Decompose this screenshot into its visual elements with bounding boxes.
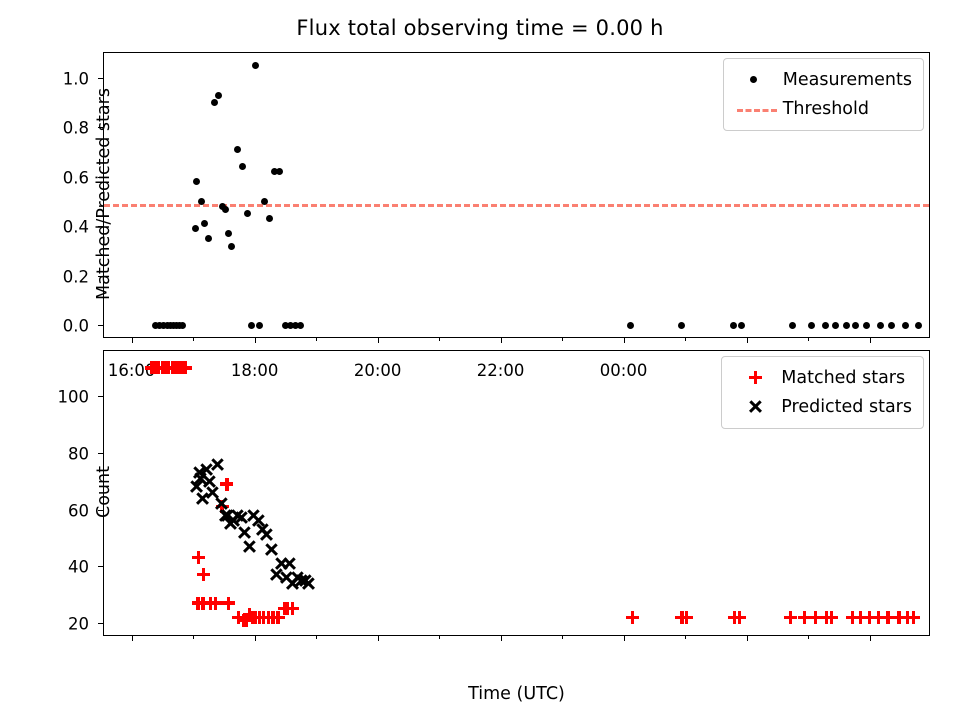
xtick-minor-mark <box>193 635 194 639</box>
xtick-mark <box>378 337 379 343</box>
data-point <box>297 322 304 329</box>
top-panel-legend[interactable]: Measurements Threshold <box>723 58 924 131</box>
top-panel-axes: Matched/Predicted stars 0.00.20.40.60.81… <box>103 52 930 338</box>
xtick-mark <box>870 337 871 343</box>
data-point <box>193 178 200 185</box>
data-point <box>730 322 737 329</box>
data-point <box>832 322 839 329</box>
data-point <box>215 92 222 99</box>
xtick-minor-mark <box>562 337 563 341</box>
data-point <box>822 322 829 329</box>
xtick-minor-mark <box>562 635 563 639</box>
xtick-mark <box>624 337 625 343</box>
matplotlib-figure: Flux total observing time = 0.00 h Match… <box>0 0 960 720</box>
ytick-label: 0.0 <box>63 317 89 336</box>
xtick-minor-mark <box>193 337 194 341</box>
xtick-mark <box>501 635 502 641</box>
xtick-mark <box>747 635 748 641</box>
data-point <box>222 206 229 213</box>
xtick-mark <box>501 337 502 343</box>
ytick-label: 80 <box>68 444 89 463</box>
data-point <box>276 168 283 175</box>
ytick-label: 0.6 <box>63 168 89 187</box>
data-point <box>225 230 232 237</box>
ytick-label: 0.8 <box>63 119 89 138</box>
xtick-mark <box>132 337 133 343</box>
data-point <box>877 322 884 329</box>
data-point <box>252 62 259 69</box>
data-point <box>228 243 235 250</box>
xtick-mark <box>747 337 748 343</box>
threshold-dash-icon <box>735 99 779 119</box>
xtick-mark <box>132 635 133 641</box>
data-point <box>256 322 263 329</box>
data-point <box>179 322 186 329</box>
ytick-label: 100 <box>58 388 90 407</box>
xaxis-label: Time (UTC) <box>103 684 930 704</box>
legend-label-predicted-stars: Predicted stars <box>777 397 912 417</box>
ytick-label: 60 <box>68 501 89 520</box>
legend-item-threshold[interactable]: Threshold <box>735 94 912 123</box>
ytick-label: 0.2 <box>63 267 89 286</box>
legend-label-matched-stars: Matched stars <box>777 368 905 388</box>
data-point <box>201 220 208 227</box>
xtick-minor-mark <box>808 337 809 341</box>
data-point <box>266 215 273 222</box>
xtick-minor-mark <box>316 635 317 639</box>
data-point <box>863 322 870 329</box>
xtick-minor-mark <box>685 635 686 639</box>
legend-label-measurements: Measurements <box>779 70 912 90</box>
data-point <box>248 322 255 329</box>
bottom-panel-legend[interactable]: Matched stars Predicted stars <box>721 356 924 429</box>
data-point <box>234 146 241 153</box>
page-title: Flux total observing time = 0.00 h <box>0 16 960 40</box>
xtick-minor-mark <box>685 337 686 341</box>
data-point <box>888 322 895 329</box>
data-point <box>915 322 922 329</box>
data-point <box>244 210 251 217</box>
data-point <box>627 322 634 329</box>
data-point <box>852 322 859 329</box>
legend-item-matched-stars[interactable]: Matched stars <box>733 363 912 392</box>
bottom-panel-axes: Count 20406080100 16:0018:0020:0022:0000… <box>103 350 930 636</box>
legend-label-threshold: Threshold <box>779 99 869 119</box>
data-point <box>261 198 268 205</box>
data-point <box>192 225 199 232</box>
ytick-label: 40 <box>68 558 89 577</box>
ytick-label: 1.0 <box>63 69 89 88</box>
data-point <box>808 322 815 329</box>
legend-item-measurements[interactable]: Measurements <box>735 65 912 94</box>
xtick-minor-mark <box>808 635 809 639</box>
xtick-mark <box>624 635 625 641</box>
data-point <box>205 235 212 242</box>
xtick-mark <box>255 337 256 343</box>
xtick-minor-mark <box>316 337 317 341</box>
xtick-minor-mark <box>439 635 440 639</box>
data-point <box>738 322 745 329</box>
xtick-mark <box>378 635 379 641</box>
data-point <box>789 322 796 329</box>
measurement-dot-icon <box>735 70 779 90</box>
plus-marker-icon <box>733 368 777 388</box>
ytick-label: 0.4 <box>63 218 89 237</box>
data-point <box>211 99 218 106</box>
cross-marker-icon <box>733 397 777 417</box>
xtick-minor-mark <box>439 337 440 341</box>
data-point <box>239 163 246 170</box>
data-point <box>843 322 850 329</box>
data-point <box>678 322 685 329</box>
xtick-mark <box>255 635 256 641</box>
ytick-label: 20 <box>68 614 89 633</box>
legend-item-predicted-stars[interactable]: Predicted stars <box>733 392 912 421</box>
data-point <box>902 322 909 329</box>
xtick-mark <box>870 635 871 641</box>
